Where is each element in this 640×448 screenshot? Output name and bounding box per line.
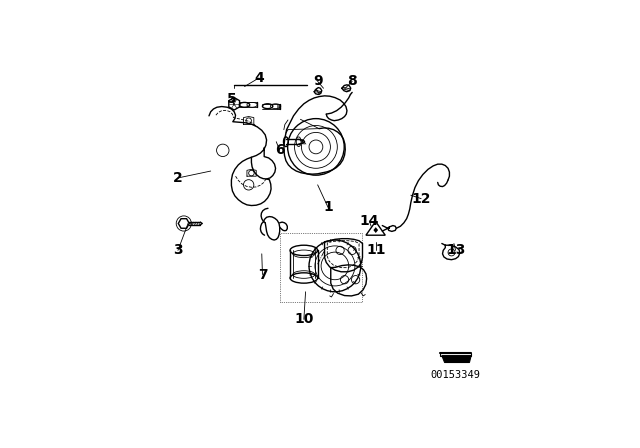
Text: 4: 4 [254,71,264,85]
Text: 10: 10 [294,312,314,327]
Text: 9: 9 [313,74,323,88]
Text: 3: 3 [173,243,183,258]
Text: 6: 6 [275,143,285,157]
Text: 13: 13 [446,243,465,258]
Text: 11: 11 [367,243,386,258]
Text: 7: 7 [258,267,268,281]
Text: 5: 5 [227,91,236,106]
Text: 8: 8 [348,74,357,88]
Text: ♦: ♦ [372,226,380,235]
Text: 2: 2 [173,171,183,185]
Text: 14: 14 [360,214,379,228]
Text: 1: 1 [323,200,333,214]
Polygon shape [442,356,471,362]
Text: 00153349: 00153349 [431,370,481,380]
Text: 12: 12 [412,192,431,206]
